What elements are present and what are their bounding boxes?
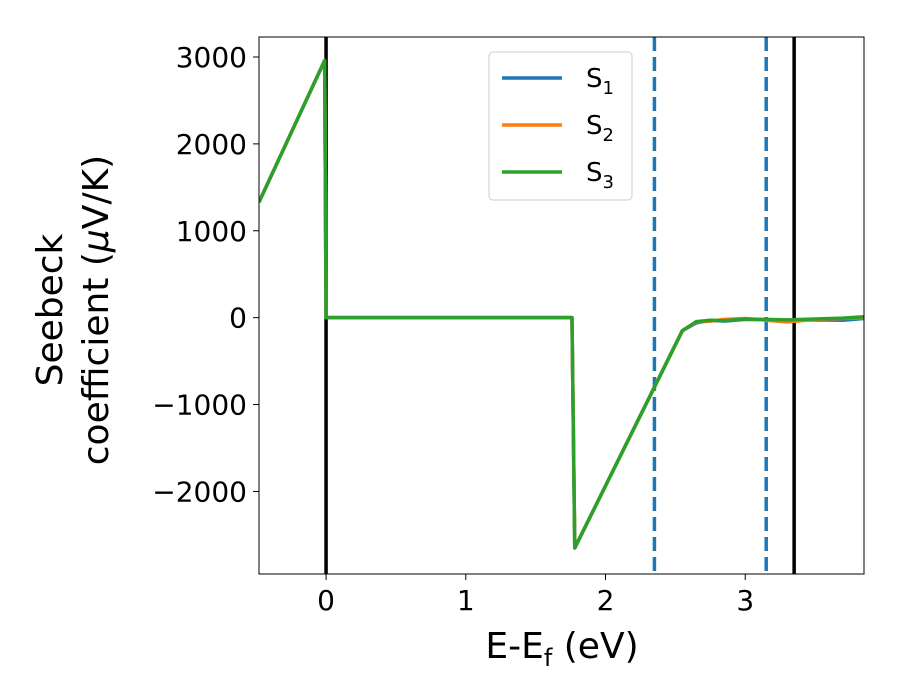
x-tick-label: 2 [597,584,615,617]
y-tick-label: 3000 [176,41,247,74]
series-line-s3 [259,58,864,550]
y-tick-label: −1000 [152,389,247,422]
y-tick-label: 2000 [176,128,247,161]
y-tick-label: 0 [229,302,247,335]
x-tick-label: 1 [457,584,475,617]
x-tick-label: 0 [317,584,335,617]
x-axis-label: E-Ef (eV) [485,626,638,672]
legend-label-s2: S2 [586,111,614,146]
legend-label-s1: S1 [586,64,614,99]
y-tick-label: −2000 [152,475,247,508]
y-axis-label-line2: coefficient (μV/K) [76,155,117,465]
y-axis-label: Seebeck coefficient (μV/K) [30,155,117,465]
x-axis-ticks: 0 1 2 3 [317,574,754,617]
y-axis-label-line1: Seebeck [30,233,71,386]
x-tick-label: 3 [736,584,754,617]
legend: S1 S2 S3 [488,51,633,201]
y-tick-label: 1000 [176,215,247,248]
axes [258,36,865,575]
plot-frame [258,36,865,575]
legend-label-s3: S3 [586,158,614,193]
series-lines [259,58,864,550]
y-axis-ticks: −2000 −1000 0 1000 2000 3000 [152,41,259,508]
